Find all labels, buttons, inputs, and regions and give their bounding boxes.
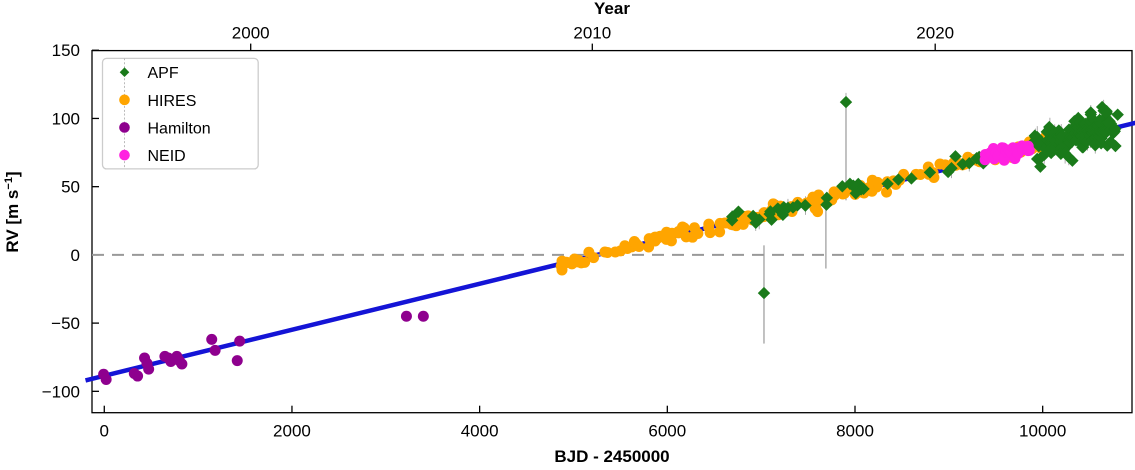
svg-text:10000: 10000 — [1019, 422, 1066, 441]
svg-text:4000: 4000 — [461, 422, 499, 441]
svg-text:−50: −50 — [51, 314, 80, 333]
svg-text:NEID: NEID — [148, 148, 186, 165]
svg-text:BJD - 2450000: BJD - 2450000 — [554, 447, 669, 466]
svg-text:100: 100 — [52, 109, 80, 128]
svg-text:Year: Year — [594, 0, 630, 18]
svg-text:2000: 2000 — [273, 422, 311, 441]
svg-text:HIRES: HIRES — [148, 93, 197, 110]
svg-text:Hamilton: Hamilton — [148, 120, 211, 137]
svg-text:−100: −100 — [42, 382, 80, 401]
svg-text:0: 0 — [100, 422, 109, 441]
svg-text:0: 0 — [71, 246, 80, 265]
svg-text:8000: 8000 — [836, 422, 874, 441]
svg-text:2000: 2000 — [232, 24, 270, 43]
svg-text:APF: APF — [148, 65, 179, 82]
svg-text:2010: 2010 — [573, 24, 611, 43]
svg-text:150: 150 — [52, 41, 80, 60]
svg-text:50: 50 — [61, 178, 80, 197]
svg-text:6000: 6000 — [648, 422, 686, 441]
svg-text:2020: 2020 — [916, 24, 954, 43]
svg-text:RV [m s−1]: RV [m s−1] — [3, 171, 22, 252]
